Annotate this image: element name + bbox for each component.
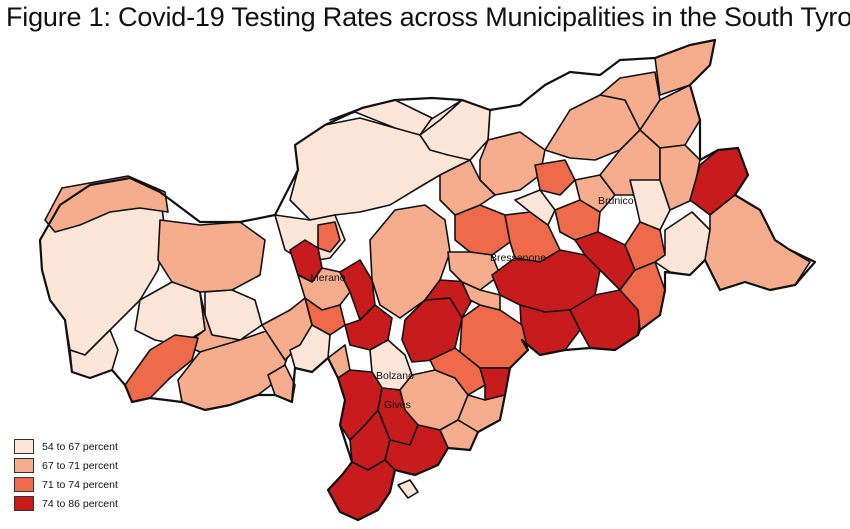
municipality-region[interactable]	[344, 304, 393, 351]
municipality-region[interactable]	[574, 174, 616, 213]
municipality-region[interactable]	[454, 204, 511, 256]
city-label-gives: Gives	[384, 399, 411, 411]
province-border	[38, 38, 817, 522]
municipality-region[interactable]	[44, 175, 169, 233]
legend-item: 71 to 74 percent	[14, 475, 118, 494]
legend-item: 74 to 86 percent	[14, 494, 118, 513]
legend-label: 67 to 71 percent	[42, 459, 118, 472]
municipality-region[interactable]	[479, 131, 546, 196]
legend-label: 71 to 74 percent	[42, 478, 118, 491]
map-title: Figure 1: Covid-19 Testing Rates across …	[6, 2, 850, 32]
municipality-region[interactable]	[204, 289, 263, 341]
city-label-merano: Merano	[310, 272, 346, 284]
legend-item: 54 to 67 percent	[14, 437, 118, 456]
city-label-brunico: Brunico	[598, 195, 634, 207]
legend-label: 74 to 86 percent	[42, 497, 118, 510]
map-legend: 54 to 67 percent 67 to 71 percent 71 to …	[14, 437, 118, 513]
municipality-region[interactable]	[447, 251, 501, 291]
municipality-region[interactable]	[534, 159, 576, 196]
municipality-region[interactable]	[439, 159, 496, 216]
municipality-region[interactable]	[317, 221, 341, 253]
municipality-region[interactable]	[514, 189, 556, 226]
municipality-region[interactable]	[461, 281, 501, 311]
city-label-bolzano: Bolzano	[376, 370, 414, 382]
municipality-region[interactable]	[327, 459, 396, 521]
legend-swatch	[14, 439, 34, 454]
legend-swatch	[14, 458, 34, 473]
municipality-region[interactable]	[397, 479, 419, 499]
legend-label: 54 to 67 percent	[42, 440, 118, 453]
legend-item: 67 to 71 percent	[14, 456, 118, 475]
municipality-region[interactable]	[157, 219, 266, 293]
municipality-region[interactable]	[429, 347, 486, 396]
legend-swatch	[14, 477, 34, 492]
city-label-bressanone: Bressanone	[490, 252, 546, 264]
municipality-region[interactable]	[491, 249, 601, 313]
legend-swatch	[14, 496, 34, 511]
municipality-region[interactable]	[459, 304, 529, 369]
